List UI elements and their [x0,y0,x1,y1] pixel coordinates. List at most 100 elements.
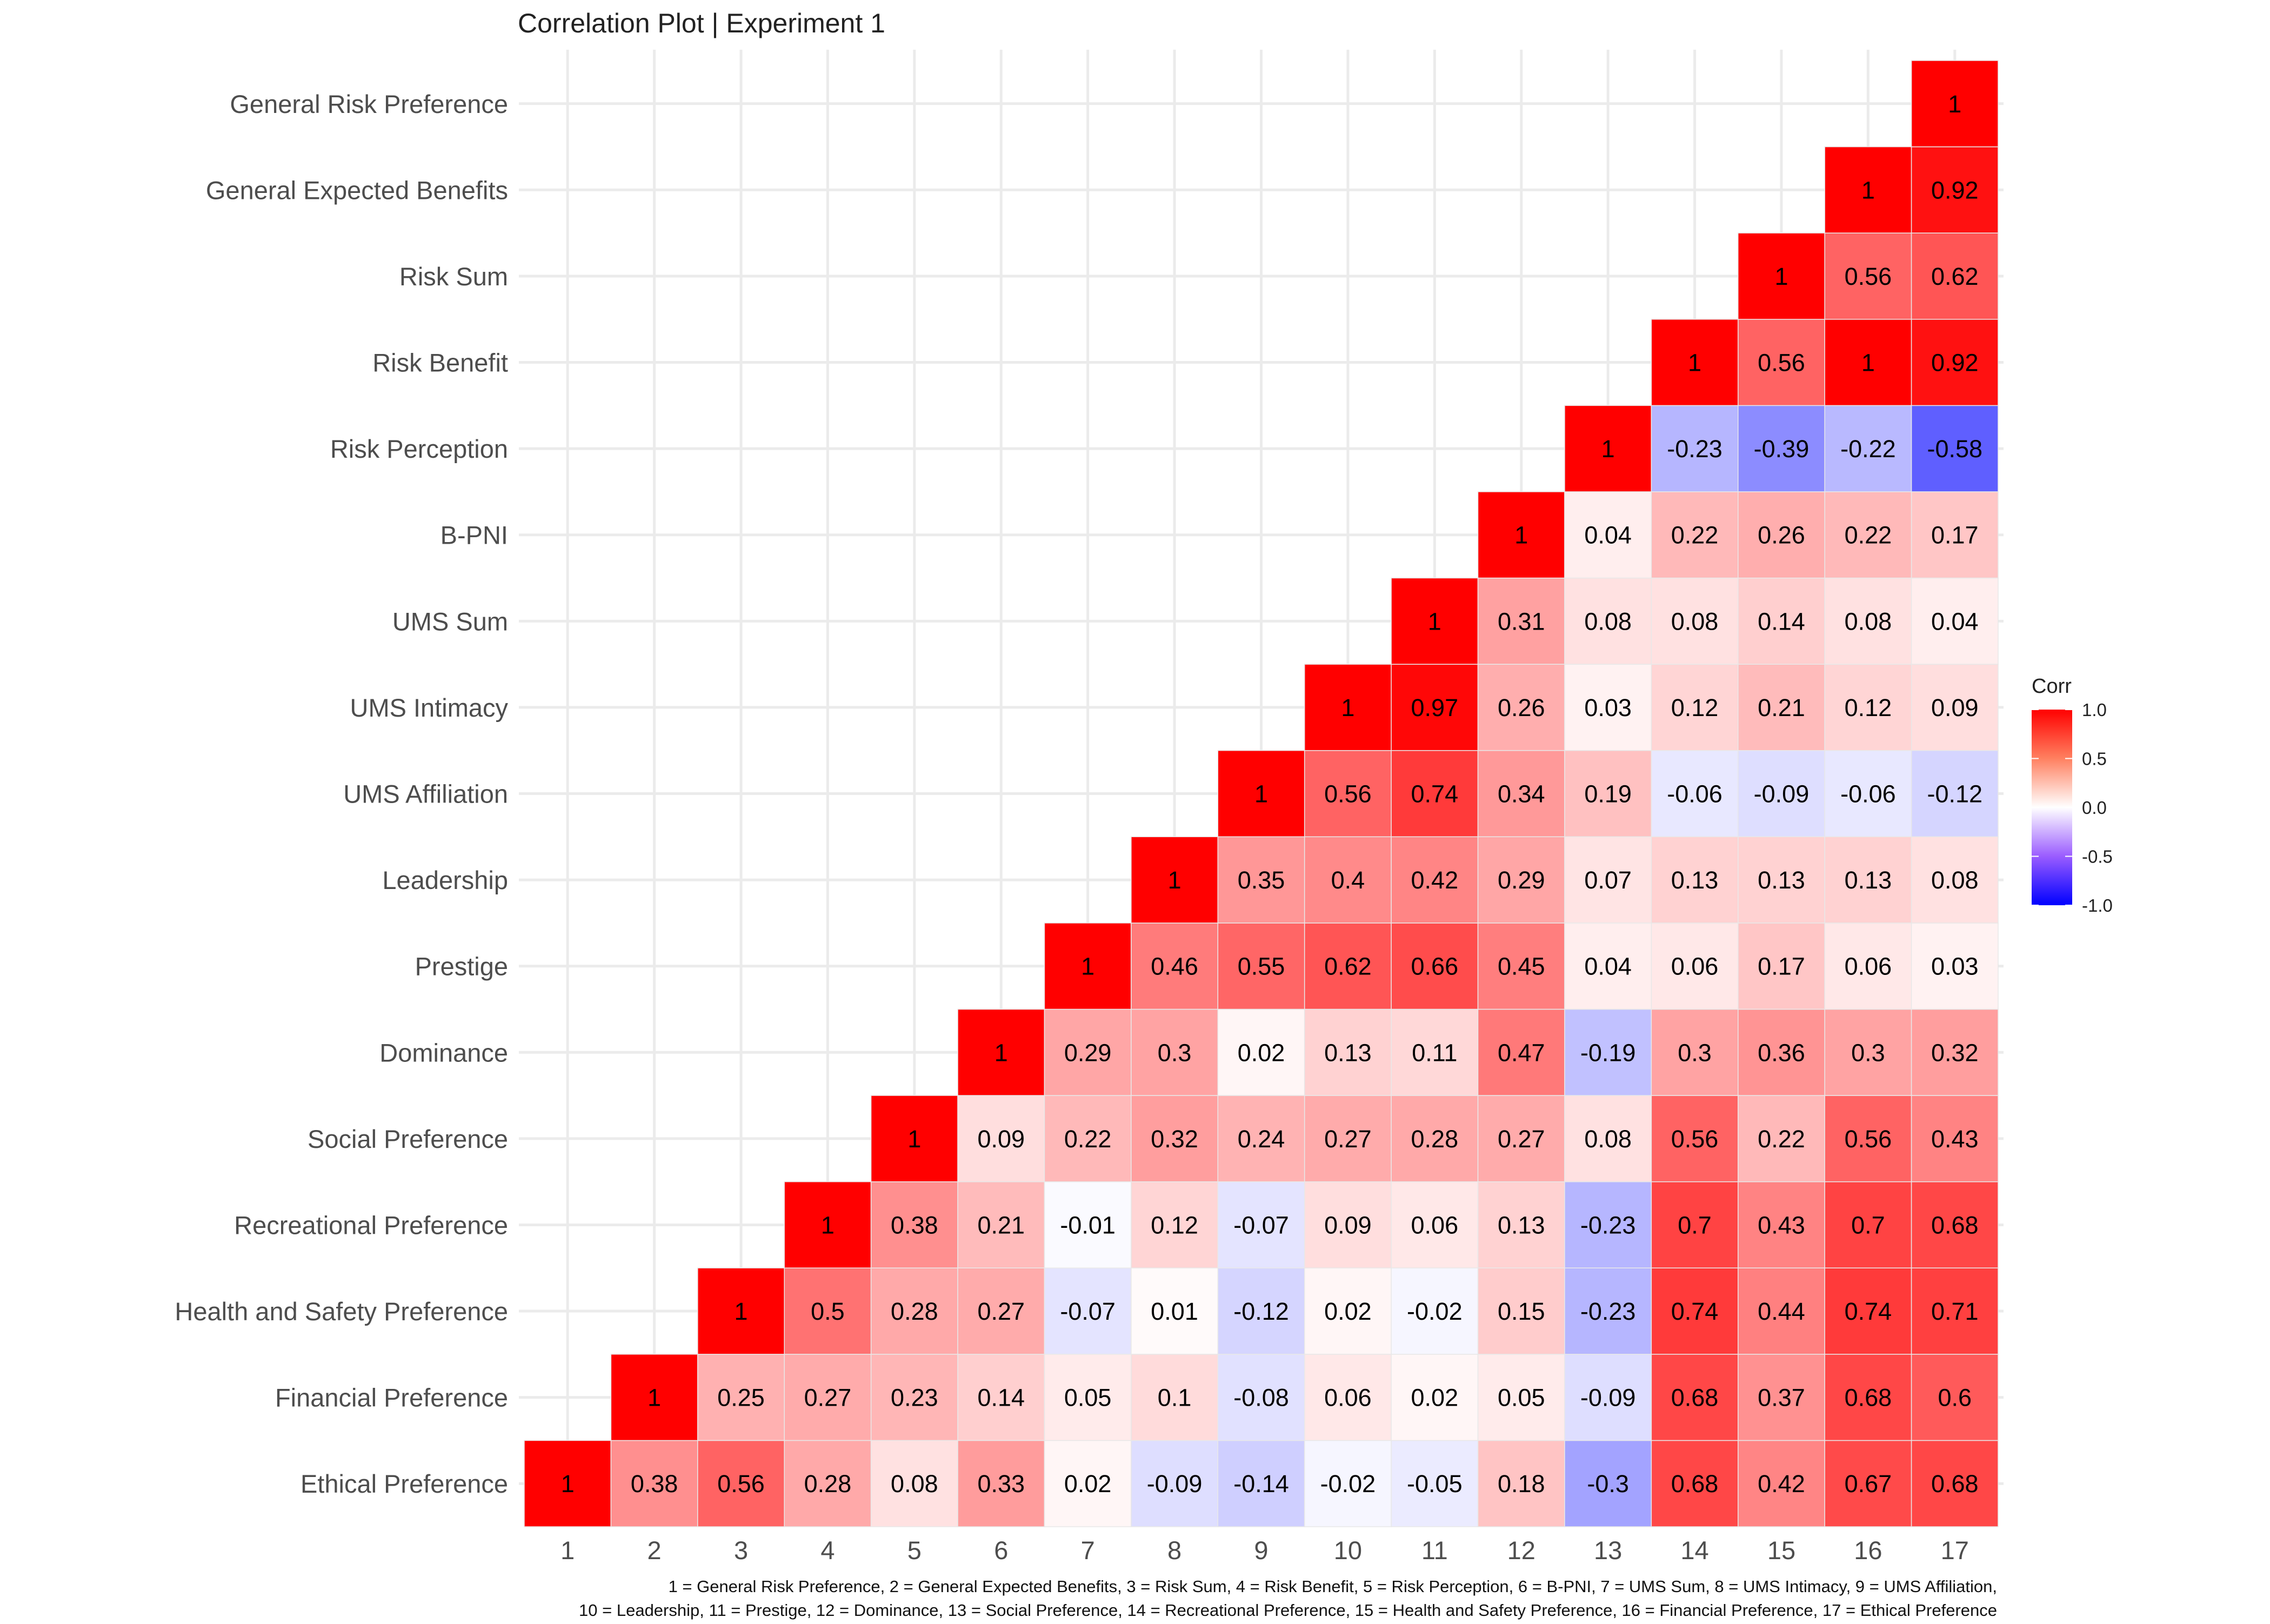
heatmap-cell [1131,836,1219,924]
cell-value-label: -0.09 [1580,1384,1636,1412]
cell-value-label: 0.06 [1671,953,1719,980]
cell-value-label: 0.13 [1758,866,1805,894]
heatmap-cell [1477,1008,1565,1096]
cell-value-label: 0.97 [1411,694,1459,721]
heatmap-cell [1824,491,1912,579]
heatmap-cell [1564,405,1652,492]
cell-value-label: 0.62 [1931,263,1979,290]
legend-ticks: 1.0 0.5 0.0 -0.5 -1.0 [2032,700,2113,915]
heatmap-cell [870,1354,958,1441]
x-tick-label: 9 [1254,1536,1268,1565]
heatmap-cell [1824,750,1912,838]
heatmap-cell [1651,1095,1739,1182]
heatmap-cell [1217,836,1305,924]
heatmap-cell [1044,923,1132,1010]
cell-value-label: 0.27 [804,1384,852,1412]
cell-value-label: 1 [1601,435,1615,463]
y-tick-label: Dominance [379,1038,508,1067]
heatmap-cell [1477,750,1565,838]
cell-value-label: 0.7 [1851,1211,1885,1239]
cell-value-label: 0.74 [1845,1298,1892,1325]
heatmap-cell [1824,146,1912,233]
cell-value-label: 0.3 [1851,1039,1885,1066]
heatmap-cell [1217,1267,1305,1355]
heatmap-cell [1738,664,1825,751]
cell-value-label: 1 [1341,694,1354,721]
heatmap-cell [697,1354,785,1441]
heatmap-cell [784,1181,872,1268]
heatmap-cell [784,1354,872,1441]
heatmap-cell [1911,405,1999,492]
cell-value-label: -0.06 [1840,780,1896,808]
heatmap-cell [1217,1440,1305,1527]
heatmap-cell [1391,1267,1479,1355]
x-tick-label: 17 [1941,1536,1969,1565]
cell-value-label: -0.39 [1754,435,1810,463]
cell-value-label: 0.56 [717,1470,765,1498]
x-tick-label: 6 [994,1536,1008,1565]
heatmap-cell [697,1440,785,1527]
cell-value-label: 0.22 [1758,1125,1805,1153]
heatmap-cell [1738,1008,1825,1096]
cell-value-label: -0.02 [1407,1298,1463,1325]
x-tick-label: 10 [1334,1536,1362,1565]
heatmap-cell [1651,1440,1739,1527]
cell-value-labels: 1 0.38 0.56 0.28 0.08 0.33 0.02 -0.09 -0.14 -0.02… [561,90,1982,1498]
cell-value-label: 0.08 [1584,607,1632,635]
heatmap-cell [1477,1440,1565,1527]
heatmap-cell [1738,1440,1825,1527]
cell-value-label: 0.08 [1845,607,1892,635]
cell-value-label: 1 [1774,263,1788,290]
cell-value-label: -0.07 [1060,1298,1116,1325]
cell-value-label: 0.32 [1931,1039,1979,1066]
cell-value-label: 0.13 [1324,1039,1372,1066]
x-tick-label: 1 [560,1536,575,1565]
legend-tick-label: 0.5 [2082,749,2107,769]
heatmap-cell [1564,923,1652,1010]
heatmap-cell [1391,577,1479,665]
heatmap-cell [1564,664,1652,751]
heatmap-cell [1564,1267,1652,1355]
cell-value-label: 0.56 [1845,1125,1892,1153]
y-tick-label: Ethical Preference [301,1469,508,1498]
cell-value-label: 0.74 [1671,1298,1719,1325]
cell-value-label: -0.06 [1667,780,1722,808]
y-tick-label: Risk Perception [330,435,508,463]
x-tick-label: 2 [647,1536,662,1565]
x-tick-label: 4 [820,1536,834,1565]
heatmap-cell [1477,1095,1565,1182]
heatmap-cell [1391,664,1479,751]
cell-value-label: -0.3 [1587,1470,1629,1498]
cell-value-label: 0.71 [1931,1298,1979,1325]
y-tick-label: General Risk Preference [230,90,508,118]
cell-value-label: 1 [1861,349,1875,377]
heatmap-cell [1738,1181,1825,1268]
heatmap-cell [1911,836,1999,924]
cell-value-label: 0.19 [1584,780,1632,808]
heatmap-cell [957,1267,1045,1355]
cell-value-label: 0.03 [1931,953,1979,980]
heatmap-cell [1738,836,1825,924]
heatmap-cell [1824,1181,1912,1268]
x-tick-label: 7 [1081,1536,1095,1565]
cell-value-label: 0.08 [1931,866,1979,894]
cell-value-label: 0.3 [1678,1039,1712,1066]
cell-value-label: 1 [1081,953,1094,980]
heatmap-cell [1911,750,1999,838]
cell-value-label: 0.02 [1411,1384,1459,1412]
cell-value-label: -0.01 [1060,1211,1116,1239]
caption-line-1: 1 = General Risk Preference, 2 = General… [669,1577,1997,1596]
cell-value-label: 0.02 [1064,1470,1112,1498]
y-tick-label: UMS Affiliation [343,780,508,808]
cell-value-label: 0.14 [1758,607,1805,635]
legend-tick-label: 1.0 [2082,700,2107,720]
heatmap-cell [1217,1181,1305,1268]
cell-value-label: 0.08 [1671,607,1719,635]
cell-value-label: 0.28 [891,1298,938,1325]
cell-value-label: 0.35 [1238,866,1285,894]
cell-value-label: 1 [735,1298,748,1325]
heatmap-cell [1911,923,1999,1010]
heatmap-cell [1651,491,1739,579]
heatmap-cell [1391,1181,1479,1268]
cell-value-label: 0.27 [1498,1125,1545,1153]
